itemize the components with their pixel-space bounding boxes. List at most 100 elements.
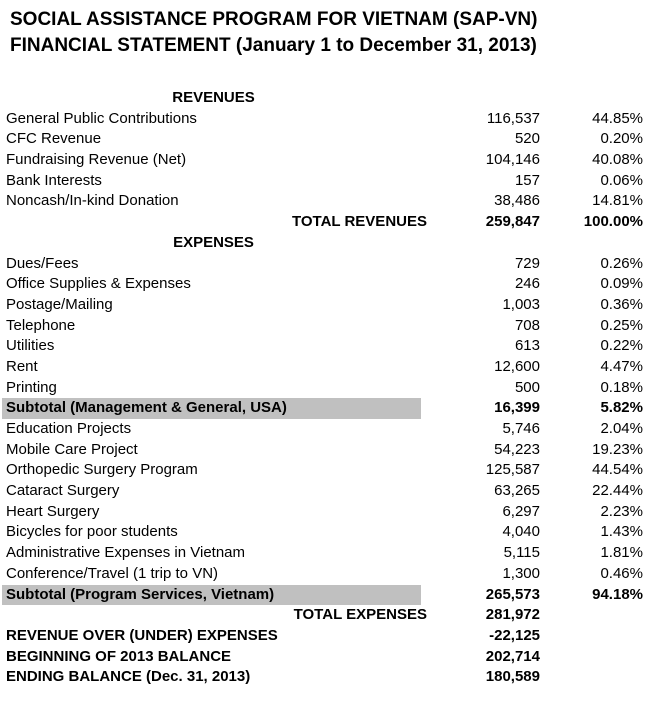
amount-value: -22,125 bbox=[489, 626, 540, 644]
amount-value: 6,297 bbox=[502, 502, 540, 520]
amount-value: 1,003 bbox=[502, 295, 540, 313]
section-header-row: EXPENSES bbox=[0, 233, 660, 254]
percent-value: 94.18% bbox=[592, 585, 643, 603]
row-label: TOTAL EXPENSES bbox=[293, 606, 427, 624]
summary-row: ENDING BALANCE (Dec. 31, 2013) 180,589 bbox=[0, 667, 660, 688]
title-line-2: FINANCIAL STATEMENT (January 1 to Decemb… bbox=[10, 35, 537, 56]
amount-value: 246 bbox=[514, 275, 540, 293]
line-item-row: Mobile Care Project 54,223 19.23% bbox=[0, 440, 660, 461]
percent-value: 5.82% bbox=[600, 399, 643, 417]
percent-value: 0.46% bbox=[600, 564, 643, 582]
percent-value: 0.20% bbox=[600, 130, 643, 148]
amount-value: 63,265 bbox=[494, 482, 540, 500]
amount-value: 180,589 bbox=[485, 668, 540, 686]
percent-value: 19.23% bbox=[592, 440, 643, 458]
line-item-row: CFC Revenue 520 0.20% bbox=[0, 129, 660, 150]
row-label: Administrative Expenses in Vietnam bbox=[6, 544, 246, 562]
row-label: TOTAL REVENUES bbox=[291, 213, 427, 231]
statement-table: REVENUES General Public Contributions 116,… bbox=[0, 88, 660, 688]
percent-value: 44.54% bbox=[592, 461, 643, 479]
section-header-row: REVENUES bbox=[0, 88, 660, 109]
percent-value: 0.22% bbox=[600, 337, 643, 355]
line-item-row: Noncash/In-kind Donation 38,486 14.81% bbox=[0, 191, 660, 212]
percent-value: 2.04% bbox=[600, 420, 643, 437]
percent-value: 0.26% bbox=[600, 254, 643, 272]
amount-value: 4,040 bbox=[502, 523, 540, 541]
amount-value: 520 bbox=[514, 130, 540, 148]
title-line-1: SOCIAL ASSISTANCE PROGRAM FOR VIETNAM (S… bbox=[10, 9, 538, 30]
percent-value: 22.44% bbox=[592, 482, 643, 500]
row-label: Heart Surgery bbox=[6, 502, 100, 520]
line-item-row: Conference/Travel (1 trip to VN) 1,300 0.4… bbox=[0, 564, 660, 585]
row-label: Cataract Surgery bbox=[6, 482, 120, 500]
page-title: SOCIAL ASSISTANCE PROGRAM FOR VIETNAM (S… bbox=[0, 0, 660, 59]
summary-row: BEGINNING OF 2013 BALANCE 202,714 bbox=[0, 647, 660, 668]
subtotal-row: Subtotal (Program Services, Vietnam) 265,… bbox=[0, 584, 660, 606]
row-label: Conference/Travel (1 trip to VN) bbox=[6, 564, 219, 582]
row-label: Subtotal (Management & General, USA) bbox=[0, 398, 427, 420]
row-label: CFC Revenue bbox=[6, 130, 102, 148]
percent-value: 0.06% bbox=[600, 171, 643, 189]
amount-value: 202,714 bbox=[485, 647, 540, 665]
row-label: REVENUE OVER (UNDER) EXPENSES bbox=[6, 626, 278, 644]
line-item-row: Dues/Fees 729 0.26% bbox=[0, 254, 660, 275]
row-label: Fundraising Revenue (Net) bbox=[6, 151, 187, 169]
subtotal-row: Subtotal (Management & General, USA) 16,3… bbox=[0, 398, 660, 420]
line-item-row: Heart Surgery 6,297 2.23% bbox=[0, 502, 660, 523]
percent-value: 1.43% bbox=[600, 523, 643, 541]
row-label: Education Projects bbox=[6, 420, 132, 437]
amount-value: 38,486 bbox=[494, 192, 540, 210]
amount-value: 104,146 bbox=[485, 151, 540, 169]
row-label: Office Supplies & Expenses bbox=[6, 275, 191, 293]
amount-value: 12,600 bbox=[494, 357, 540, 375]
amount-value: 16,399 bbox=[494, 399, 540, 417]
percent-value: 40.08% bbox=[592, 151, 643, 169]
percent-value: 100.00% bbox=[583, 213, 643, 231]
row-label: Printing bbox=[6, 378, 57, 396]
amount-value: 5,115 bbox=[503, 544, 540, 562]
percent-value: 2.23% bbox=[600, 502, 643, 520]
row-label: Subtotal (Program Services, Vietnam) bbox=[0, 584, 427, 606]
percent-value: 0.09% bbox=[600, 275, 643, 293]
amount-value: 708 bbox=[514, 316, 540, 334]
row-label: Mobile Care Project bbox=[6, 440, 138, 458]
amount-value: 265,573 bbox=[485, 585, 540, 603]
line-item-row: Administrative Expenses in Vietnam 5,115 1… bbox=[0, 543, 660, 564]
percent-value: 0.25% bbox=[600, 316, 643, 334]
line-item-row: Orthopedic Surgery Program 125,587 44.54% bbox=[0, 460, 660, 481]
amount-value: 157 bbox=[514, 171, 540, 189]
amount-value: 116,537 bbox=[486, 109, 540, 127]
row-label: Telephone bbox=[6, 316, 76, 334]
line-item-row: Fundraising Revenue (Net) 104,146 40.08% bbox=[0, 150, 660, 171]
percent-value: 1.81% bbox=[600, 544, 643, 562]
row-label: Postage/Mailing bbox=[6, 295, 113, 313]
line-item-row: General Public Contributions 116,537 44.85… bbox=[0, 109, 660, 130]
percent-value: 4.47% bbox=[600, 357, 643, 375]
summary-row: REVENUE OVER (UNDER) EXPENSES -22,125 bbox=[0, 626, 660, 647]
row-label: Bank Interests bbox=[6, 171, 102, 189]
line-item-row: Bank Interests 157 0.06% bbox=[0, 171, 660, 192]
amount-value: 259,847 bbox=[485, 213, 540, 231]
row-label: Dues/Fees bbox=[6, 254, 79, 272]
amount-value: 54,223 bbox=[494, 440, 540, 458]
amount-value: 281,972 bbox=[485, 606, 540, 624]
amount-value: 125,587 bbox=[485, 461, 540, 479]
row-label: Bicycles for poor students bbox=[6, 523, 178, 541]
amount-value: 613 bbox=[514, 337, 540, 355]
row-label: EXPENSES bbox=[173, 233, 254, 251]
line-item-row: Postage/Mailing 1,003 0.36% bbox=[0, 295, 660, 316]
percent-value: 0.36% bbox=[600, 295, 643, 313]
row-label: ENDING BALANCE (Dec. 31, 2013) bbox=[6, 668, 251, 686]
row-label: REVENUES bbox=[172, 89, 255, 106]
total-row: TOTAL EXPENSES 281,972 bbox=[0, 605, 660, 626]
percent-value: 0.18% bbox=[600, 378, 643, 396]
row-label: Noncash/In-kind Donation bbox=[6, 192, 179, 210]
line-item-row: Education Projects 5,746 2.04% bbox=[0, 419, 660, 440]
percent-value: 14.81% bbox=[592, 192, 643, 210]
line-item-row: Office Supplies & Expenses 246 0.09% bbox=[0, 274, 660, 295]
amount-value: 1,300 bbox=[502, 564, 540, 582]
row-label: General Public Contributions bbox=[6, 109, 197, 127]
row-label: Utilities bbox=[6, 337, 55, 355]
amount-value: 500 bbox=[514, 378, 540, 396]
